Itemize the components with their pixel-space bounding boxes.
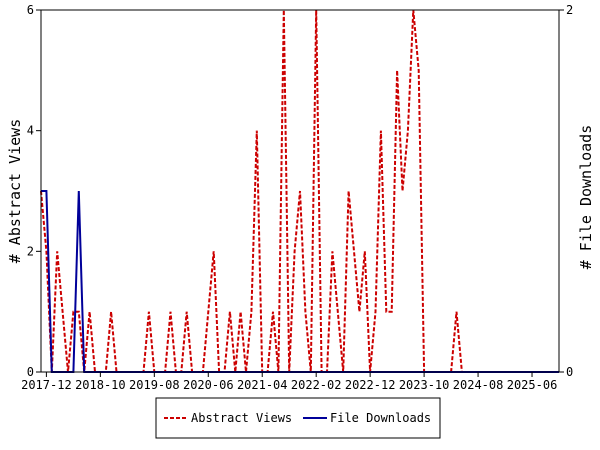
x-tick-label: 2022-02	[291, 378, 342, 392]
x-tick-label: 2023-10	[399, 378, 450, 392]
y-left-tick-label: 0	[27, 365, 34, 379]
x-tick-label: 2020-06	[183, 378, 234, 392]
x-tick-label: 2024-08	[453, 378, 504, 392]
y-left-tick-label: 6	[27, 3, 34, 17]
y-left-axis-title: # Abstract Views	[6, 119, 24, 264]
legend-label-file-downloads: File Downloads	[330, 411, 431, 425]
legend: Abstract Views File Downloads	[155, 397, 441, 439]
series-line-file-downloads	[41, 190, 559, 373]
axis-layer: 0 2 4 6 0 2 2017-12 2018-10 2019-08 2020-06 2021-0…	[21, 3, 573, 392]
legend-box	[155, 397, 441, 439]
y-right-axis-title: # File Downloads	[577, 125, 595, 270]
plot-frame	[40, 9, 560, 373]
series-line-abstract-views	[40, 9, 559, 373]
y-left-tick-label: 4	[27, 124, 34, 138]
y-left-tick-label: 2	[27, 244, 34, 258]
series-layer	[40, 9, 559, 373]
legend-label-abstract-views: Abstract Views	[191, 411, 292, 425]
x-tick-label: 2017-12	[21, 378, 72, 392]
x-tick-label: 2021-04	[237, 378, 288, 392]
x-tick-label: 2018-10	[75, 378, 126, 392]
x-tick-label: 2025-06	[507, 378, 558, 392]
y-right-tick-label: 0	[566, 365, 573, 379]
x-tick-label: 2019-08	[129, 378, 180, 392]
x-tick-label: 2022-12	[345, 378, 396, 392]
y-right-tick-label: 2	[566, 3, 573, 17]
